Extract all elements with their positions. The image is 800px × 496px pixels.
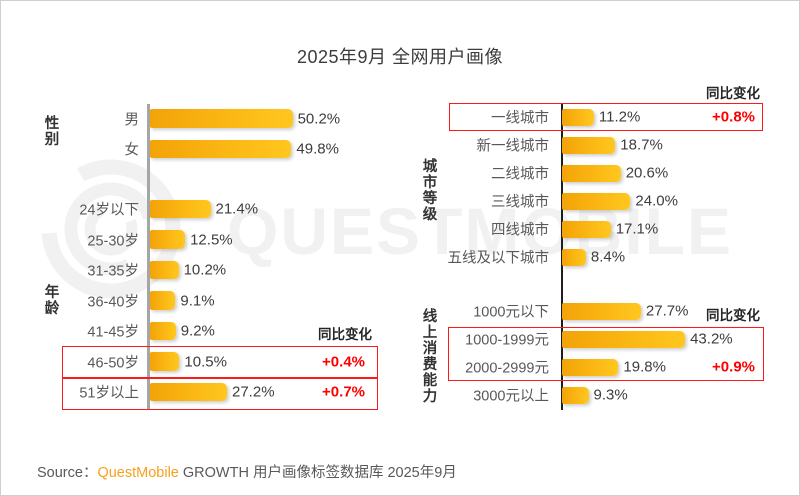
category-label: 41-45岁 xyxy=(87,324,139,341)
value-label: 19.8% xyxy=(623,358,666,376)
yoy-change-header: 同比变化 xyxy=(706,86,760,101)
category-label: 31-35岁 xyxy=(87,263,139,280)
group-label: 性别 xyxy=(44,116,60,148)
page-title: 2025年9月 全网用户画像 xyxy=(296,47,504,67)
axis-line xyxy=(560,103,563,410)
value-label: 9.1% xyxy=(180,292,215,309)
group-label: 城市等级 xyxy=(422,159,438,223)
value-label: 12.5% xyxy=(190,231,233,248)
category-label: 1000-1999元 xyxy=(465,332,549,349)
questmobile-text-watermark: QUESTMOBILE xyxy=(227,194,734,268)
value-bar xyxy=(562,136,616,154)
value-bar xyxy=(562,220,611,238)
value-bar xyxy=(149,291,176,310)
value-bar xyxy=(149,199,211,219)
value-label: 9.3% xyxy=(593,386,628,404)
value-bar xyxy=(149,321,176,341)
yoy-value: +0.8% xyxy=(712,108,755,126)
category-label: 男 xyxy=(124,112,140,128)
value-label: 18.7% xyxy=(620,136,663,154)
value-label: 50.2% xyxy=(297,110,341,127)
value-bar xyxy=(562,108,594,126)
value-label: 49.8% xyxy=(296,140,339,158)
category-label: 四线城市 xyxy=(491,222,549,239)
highlight-box xyxy=(449,102,763,131)
category-label: 2000-2999元 xyxy=(465,360,549,377)
category-label: 二线城市 xyxy=(491,166,549,183)
category-label: 新一线城市 xyxy=(476,138,550,155)
value-label: 27.2% xyxy=(232,383,275,401)
source-label: Source： xyxy=(37,465,98,481)
value-bar xyxy=(562,248,586,266)
value-bar xyxy=(149,352,180,371)
value-bar xyxy=(562,192,631,210)
category-label: 3000元以上 xyxy=(473,388,549,405)
category-label: 三线城市 xyxy=(491,194,549,211)
value-label: 27.7% xyxy=(645,302,689,320)
group-label: 年龄 xyxy=(44,285,60,317)
value-bar xyxy=(149,109,293,128)
group-label: 线上消费能力 xyxy=(422,309,438,405)
value-label: 20.6% xyxy=(625,164,669,182)
value-bar xyxy=(562,386,589,404)
value-label: 21.4% xyxy=(215,200,259,218)
yoy-value: +0.7% xyxy=(322,383,365,401)
yoy-change-header: 同比变化 xyxy=(706,308,760,323)
value-label: 17.1% xyxy=(615,220,659,238)
yoy-change-header: 同比变化 xyxy=(318,327,372,342)
yoy-value: +0.9% xyxy=(712,358,755,376)
value-bar xyxy=(149,260,179,280)
category-label: 46-50岁 xyxy=(87,355,139,371)
category-label: 24岁以下 xyxy=(79,202,139,219)
axis-line xyxy=(146,104,150,410)
value-label: 10.5% xyxy=(184,353,227,370)
value-label: 8.4% xyxy=(590,248,626,266)
value-label: 9.2% xyxy=(180,322,215,340)
value-label: 10.2% xyxy=(183,261,227,279)
value-label: 11.2% xyxy=(598,108,641,126)
source-brand: QuestMobile xyxy=(97,465,179,481)
highlight-box xyxy=(62,378,378,410)
value-bar xyxy=(149,230,186,249)
value-bar xyxy=(562,164,621,182)
category-label: 女 xyxy=(124,142,140,159)
value-label: 43.2% xyxy=(690,330,733,348)
value-bar xyxy=(562,302,641,320)
highlight-box xyxy=(448,327,764,381)
category-label: 36-40岁 xyxy=(87,294,139,310)
category-label: 五线及以下城市 xyxy=(447,250,550,267)
source-rest: GROWTH 用户画像标签数据库 2025年9月 xyxy=(178,465,457,481)
category-label: 1000元以下 xyxy=(473,304,549,321)
category-label: 一线城市 xyxy=(491,110,549,127)
value-label: 24.0% xyxy=(635,192,678,210)
yoy-value: +0.4% xyxy=(322,353,365,370)
value-bar xyxy=(149,382,227,402)
value-bar xyxy=(149,139,292,159)
value-bar xyxy=(562,330,686,348)
source-line: Source：QuestMobile GROWTH 用户画像标签数据库 2025… xyxy=(37,461,457,482)
highlight-box xyxy=(62,345,378,378)
category-label: 25-30岁 xyxy=(87,233,139,249)
category-label: 51岁以上 xyxy=(79,385,139,402)
value-bar xyxy=(562,358,619,376)
